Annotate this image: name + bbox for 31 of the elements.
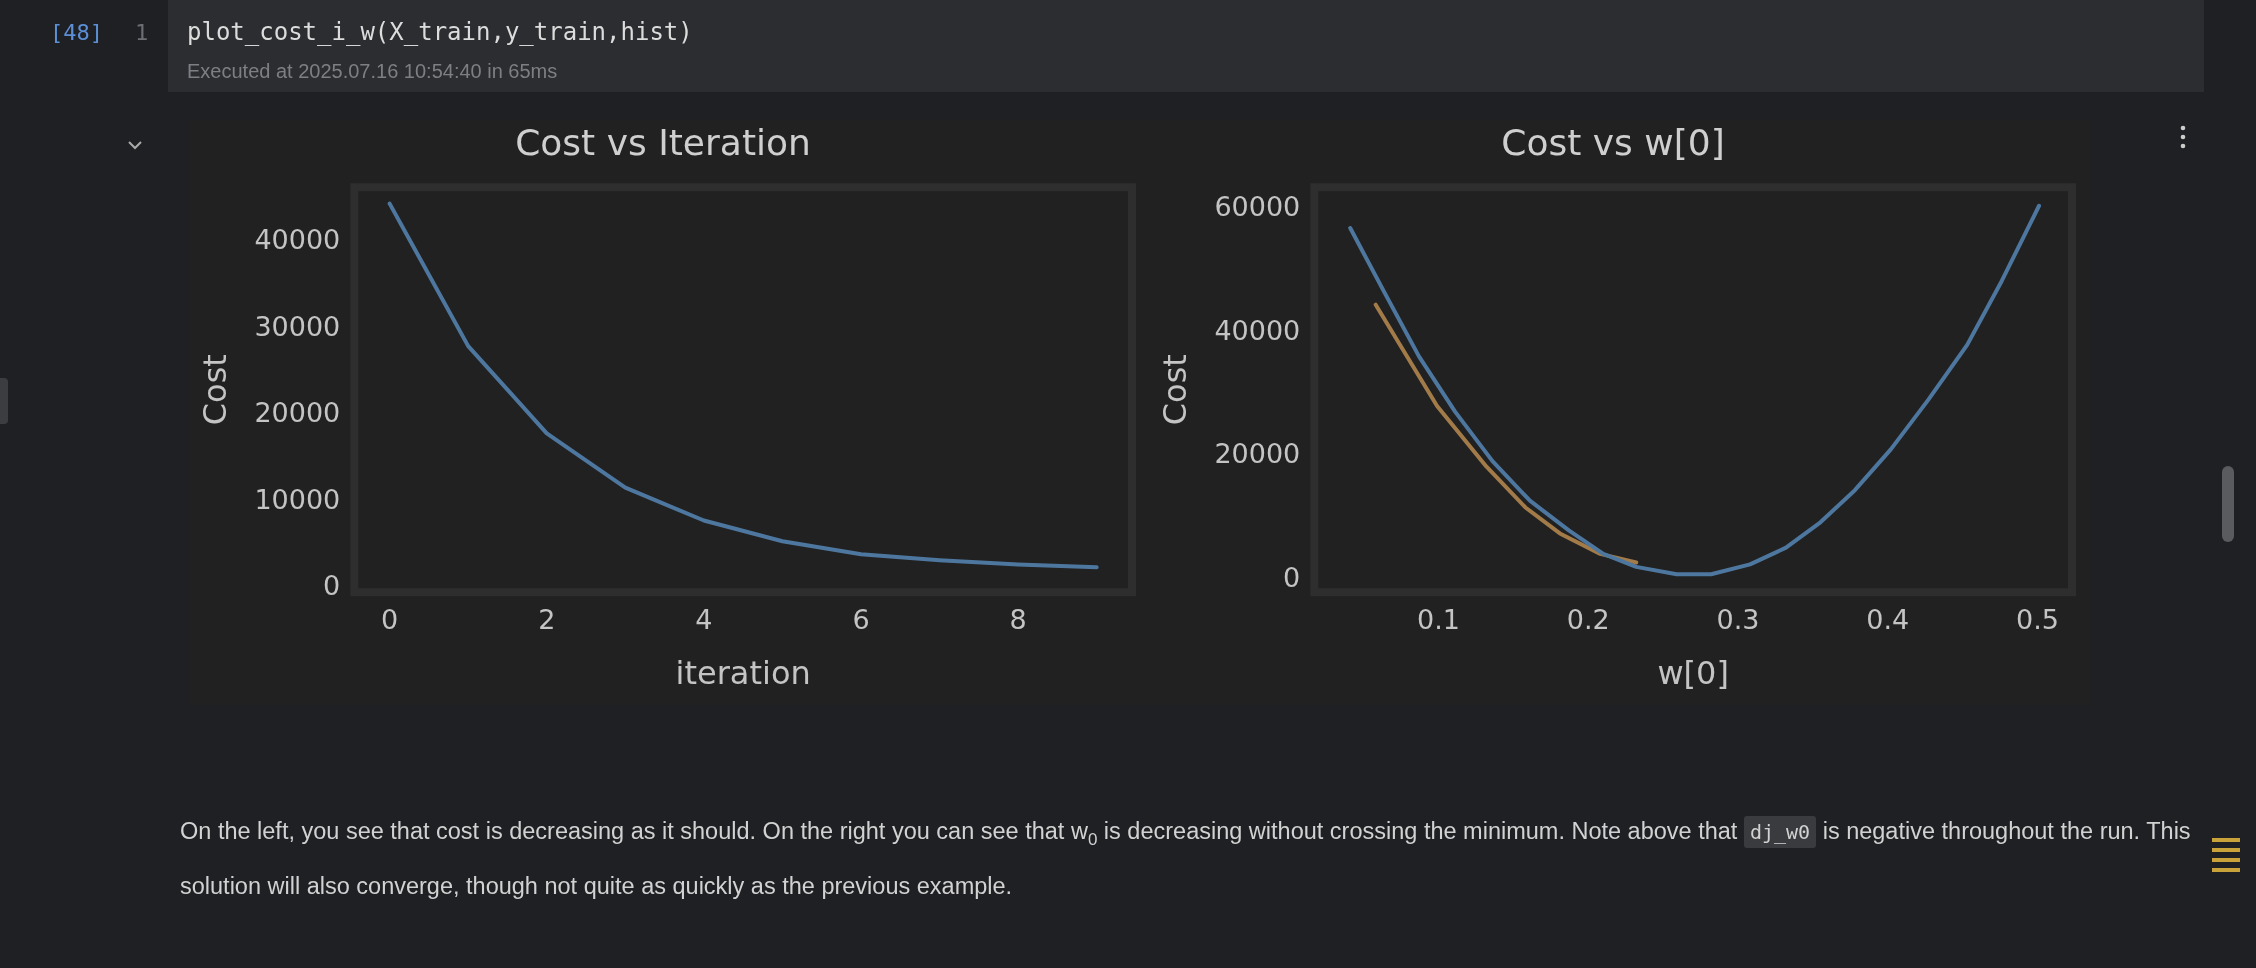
y-axis-title: Cost [195,354,234,426]
text: dj_w0 [1743,816,1817,848]
y-tick-label: 40000 [1214,314,1301,346]
y-tick-label: 20000 [1214,438,1301,470]
x-axis-title: iteration [675,654,811,693]
y-tick-label: 0 [1283,561,1301,593]
chart-title: Cost vs Iteration [515,121,811,163]
x-tick-label: 0.2 [1566,604,1610,636]
y-tick-label: 30000 [254,310,341,342]
y-axis-title: Cost [1155,354,1194,426]
text: 1 [135,20,149,45]
x-tick-label: 6 [852,604,870,636]
y-tick-label: 0 [323,569,341,601]
x-tick-label: 4 [695,604,713,636]
chart-title: Cost vs w[0] [1501,121,1725,163]
x-tick-label: 0.4 [1866,604,1910,636]
x-tick-label: 0.3 [1716,604,1760,636]
text: Executed at 2025.07.16 10:54:40 in 65ms [187,60,558,83]
text: [48] [50,20,103,45]
y-tick-label: 60000 [1214,190,1301,222]
x-axis-title: w[0] [1657,654,1729,693]
x-tick-label: 0.5 [2016,604,2060,636]
y-tick-label: 10000 [254,483,341,515]
x-tick-label: 0.1 [1417,604,1461,636]
x-tick-label: 8 [1009,604,1027,636]
y-tick-label: 40000 [254,224,341,256]
text: On the left, you see that cost is decreasing as it should. On the right you can see that w$_{0}$ is decreasing without crossing the minimum. Note above that [180,818,1738,849]
x-tick-label: 0 [381,604,399,636]
y-tick-label: 20000 [254,397,341,429]
text: plot_cost_i_w(X_train,y_train,hist) [187,18,693,46]
x-tick-label: 2 [538,604,556,636]
